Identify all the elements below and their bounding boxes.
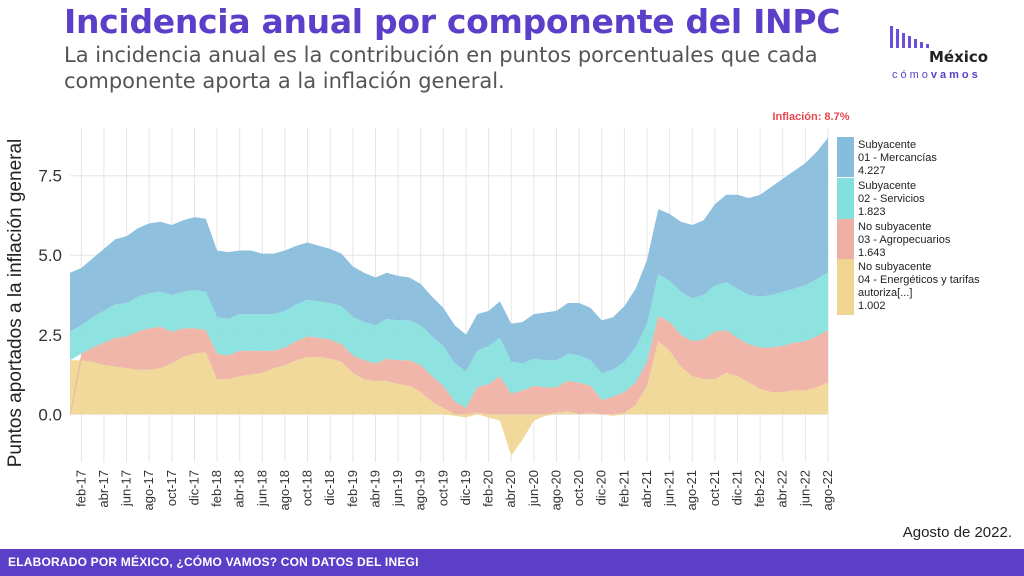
y-axis-label: Puntos aportados a la inflación general [5,139,26,468]
x-tick-label: abr-17 [96,470,111,508]
logo-tagline: cómovamos [892,69,981,81]
page-subtitle: La incidencia anual es la contribución e… [64,43,818,93]
x-tick-label: feb-21 [616,470,631,507]
y-tick-label: 0.0 [38,405,62,424]
x-tick-label: dic-19 [458,470,473,505]
page-title: Incidencia anual por componente del INPC [64,2,841,41]
x-tick-label: ago-18 [277,470,292,510]
legend-entry-agropecuarios: No subyacente 03 - Agropecuarios 1.643 [858,221,951,259]
x-tick-label: oct-17 [164,470,179,506]
x-tick-label: ago-20 [548,470,563,510]
x-tick-label: feb-22 [752,470,767,507]
y-tick-label: 2.5 [38,326,62,345]
legend-swatch-energeticos [837,259,854,315]
x-tick-label: dic-21 [729,470,744,505]
legend-swatch-mercancias [837,137,854,177]
area-energeticos [70,341,828,456]
area-mercancias [70,137,828,373]
y-tick-label: 5.0 [38,246,62,265]
footer-credit: ELABORADO POR MÉXICO, ¿CÓMO VAMOS? CON D… [8,555,419,569]
logo-bars-icon [890,26,929,48]
x-tick-label: abr-22 [775,470,790,508]
legend-swatch-agropecuarios [837,219,854,259]
x-tick-label: ago-17 [141,470,156,510]
x-tick-label: abr-21 [639,470,654,508]
x-tick-label: dic-20 [594,470,609,505]
legend-entry-servicios: Subyacente 02 - Servicios 1.823 [858,180,925,218]
x-tick-label: jun-18 [254,470,269,507]
x-tick-label: oct-20 [571,470,586,506]
footer-bar: ELABORADO POR MÉXICO, ¿CÓMO VAMOS? CON D… [0,549,1024,576]
x-tick-label: abr-19 [367,470,382,508]
x-tick-label: feb-17 [73,470,88,507]
x-tick-label: oct-19 [435,470,450,506]
incidencia-chart: 0.0 2.5 5.0 7.5 feb-17 abr-17 jun-17 ago-17 oct-… [5,111,980,510]
legend-entry-mercancias: Subyacente 01 - Mercancías 4.227 [858,139,937,177]
x-tick-label: oct-21 [707,470,722,506]
x-tick-label: oct-18 [300,470,315,506]
legend-swatch-servicios [837,178,854,219]
x-tick-label: feb-19 [345,470,360,507]
x-tick-label: jun-19 [390,470,405,507]
x-tick-label: ago-21 [684,470,699,510]
x-tick-label: feb-20 [481,470,496,507]
logo-name: México [929,48,989,66]
area-agropecuarios [70,315,828,418]
inflation-annotation: Inflación: 8.7% [772,111,849,123]
x-tick-label: jun-20 [526,470,541,507]
x-tick-label: abr-20 [503,470,518,508]
y-tick-label: 7.5 [38,167,62,186]
x-tick-label: dic-17 [186,470,201,505]
x-tick-label: jun-21 [662,470,677,507]
x-tick-label: ago-22 [820,470,835,510]
x-tick-label: dic-18 [322,470,337,505]
logo: México cómovamos [888,26,1008,81]
x-tick-label: jun-22 [797,470,812,507]
x-tick-label: feb-18 [209,470,224,507]
legend-entry-energeticos: No subyacente 04 - Energéticos y tarifas a… [858,261,980,312]
x-tick-label: ago-19 [413,470,428,510]
x-tick-label: abr-18 [232,470,247,508]
x-tick-label: jun-17 [119,470,134,507]
area-servicios [70,272,828,408]
date-note: Agosto de 2022. [902,524,1012,541]
